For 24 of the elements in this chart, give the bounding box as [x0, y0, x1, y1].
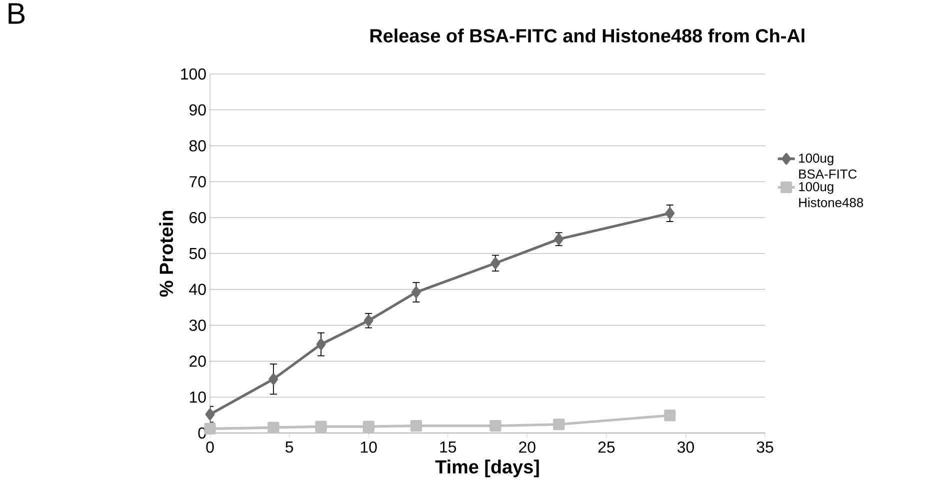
x-tick-label: 20: [519, 442, 536, 453]
y-tick-label: 100: [181, 68, 206, 80]
text: B: [8, 3, 25, 24]
y-tick-label: 20: [190, 356, 206, 367]
y-tick-label: 80: [189, 140, 206, 152]
y-tick-label: 40: [189, 284, 206, 296]
y-tick-label: 60: [190, 212, 206, 224]
x-tick-label: 30: [677, 442, 694, 453]
y-tick-label: 90: [190, 104, 206, 116]
legend-label: 100ug BSA-FITC: [799, 154, 857, 179]
y-axis-title: % Protein: [159, 211, 174, 297]
chart-title: Release of BSA-FITC and Histone488 from Ch-Al: [370, 28, 804, 42]
y-tick-label: 50: [189, 248, 206, 260]
x-tick-label: 0: [206, 442, 214, 453]
y-tick-label: 70: [190, 176, 206, 188]
x-tick-label: 15: [440, 442, 456, 453]
y-tick-label: 10: [190, 391, 206, 403]
legend-label: 100ug Histone488: [799, 182, 864, 208]
x-axis-title: Time [days]: [435, 460, 539, 478]
x-tick-label: 25: [598, 442, 615, 453]
x-tick-label: 10: [360, 442, 377, 453]
x-tick-label: 5: [286, 442, 294, 453]
x-tick-label: 35: [756, 442, 774, 453]
y-tick-label: 30: [189, 320, 206, 331]
